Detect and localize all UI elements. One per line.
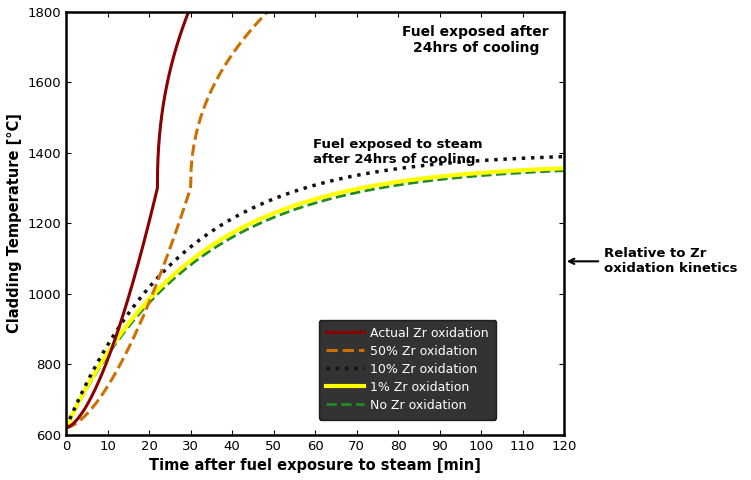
50% Zr oxidation xyxy=(186,167,195,172)
1% Zr oxidation xyxy=(436,174,445,180)
1% Zr oxidation xyxy=(287,204,296,210)
10% Zr oxidation xyxy=(149,279,158,285)
Actual Zr oxidation xyxy=(181,17,190,23)
50% Zr oxidation xyxy=(86,408,95,413)
10% Zr oxidation xyxy=(559,154,569,159)
50% Zr oxidation xyxy=(127,340,136,346)
10% Zr oxidation xyxy=(62,425,71,431)
10% Zr oxidation xyxy=(287,190,296,195)
Line: Actual Zr oxidation: Actual Zr oxidation xyxy=(66,12,189,428)
No Zr oxidation xyxy=(189,259,198,265)
Line: 1% Zr oxidation: 1% Zr oxidation xyxy=(66,168,564,428)
Y-axis label: Cladding Temperature [°C]: Cladding Temperature [°C] xyxy=(7,113,22,333)
Actual Zr oxidation xyxy=(147,210,156,216)
1% Zr oxidation xyxy=(189,255,198,261)
Actual Zr oxidation xyxy=(104,354,113,360)
Text: Fuel exposed to steam
after 24hrs of cooling: Fuel exposed to steam after 24hrs of coo… xyxy=(312,138,482,166)
X-axis label: Time after fuel exposure to steam [min]: Time after fuel exposure to steam [min] xyxy=(149,458,481,473)
Actual Zr oxidation xyxy=(135,254,144,260)
10% Zr oxidation xyxy=(355,172,364,178)
Actual Zr oxidation xyxy=(184,9,193,15)
No Zr oxidation xyxy=(62,425,71,431)
1% Zr oxidation xyxy=(559,166,569,171)
10% Zr oxidation xyxy=(436,161,445,167)
50% Zr oxidation xyxy=(206,90,215,96)
Text: Fuel exposed after
24hrs of cooling: Fuel exposed after 24hrs of cooling xyxy=(403,24,549,55)
Text: Relative to Zr
oxidation kinetics: Relative to Zr oxidation kinetics xyxy=(569,247,737,276)
Actual Zr oxidation xyxy=(183,12,192,17)
Line: 10% Zr oxidation: 10% Zr oxidation xyxy=(66,156,564,428)
50% Zr oxidation xyxy=(263,9,272,15)
Actual Zr oxidation xyxy=(62,425,71,431)
No Zr oxidation xyxy=(394,182,403,188)
1% Zr oxidation xyxy=(394,179,403,185)
No Zr oxidation xyxy=(287,208,296,214)
50% Zr oxidation xyxy=(62,425,71,431)
Line: 50% Zr oxidation: 50% Zr oxidation xyxy=(66,12,267,428)
Line: No Zr oxidation: No Zr oxidation xyxy=(66,170,564,428)
10% Zr oxidation xyxy=(189,241,198,247)
Actual Zr oxidation xyxy=(154,144,163,149)
Legend: Actual Zr oxidation, 50% Zr oxidation, 10% Zr oxidation, 1% Zr oxidation, No Zr : Actual Zr oxidation, 50% Zr oxidation, 1… xyxy=(319,320,496,420)
1% Zr oxidation xyxy=(62,425,71,431)
10% Zr oxidation xyxy=(394,166,403,171)
No Zr oxidation xyxy=(559,168,569,173)
No Zr oxidation xyxy=(355,189,364,195)
1% Zr oxidation xyxy=(149,291,158,297)
No Zr oxidation xyxy=(436,177,445,182)
50% Zr oxidation xyxy=(207,88,216,94)
No Zr oxidation xyxy=(149,295,158,300)
1% Zr oxidation xyxy=(355,186,364,192)
50% Zr oxidation xyxy=(140,309,149,315)
